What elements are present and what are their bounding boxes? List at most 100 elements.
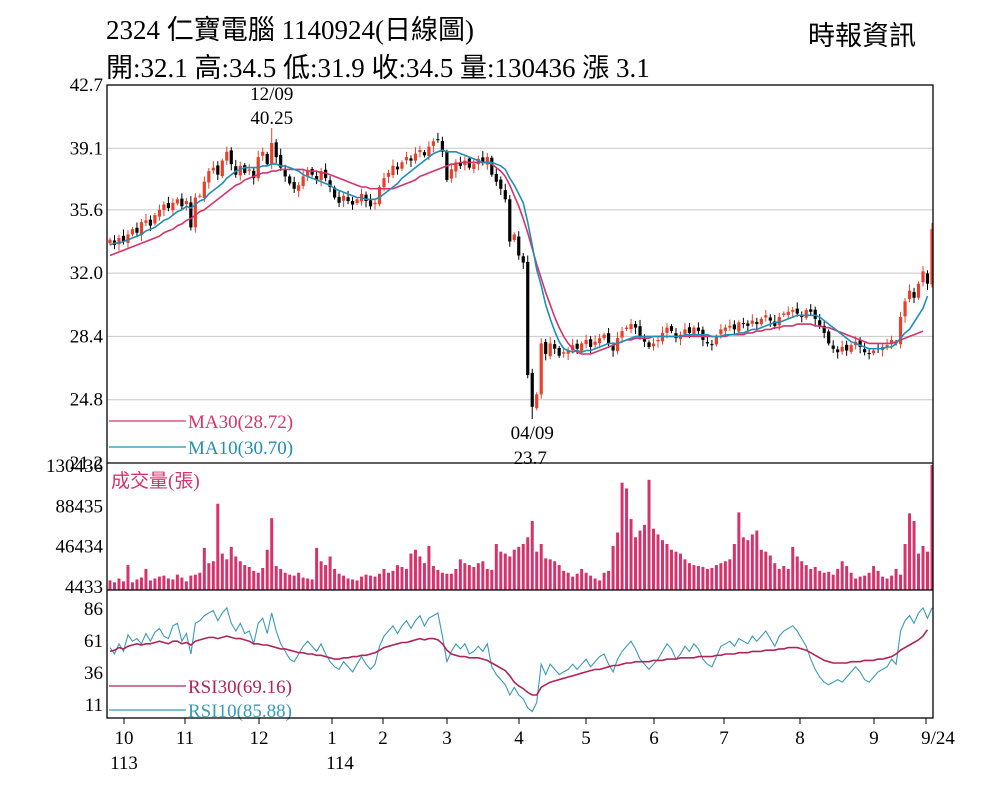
volume-bar [395, 565, 399, 590]
rsi-tick-label: 61 [84, 631, 103, 652]
candle-body [319, 171, 323, 180]
volume-bar [378, 573, 382, 590]
month-tick-label: 8 [795, 728, 805, 749]
candle-body [575, 343, 579, 349]
candle-body [198, 195, 202, 197]
candle-body [346, 197, 350, 202]
candle-body [476, 158, 480, 165]
volume-bar [719, 563, 723, 590]
volume-bar [548, 559, 552, 590]
candle-body [332, 187, 337, 198]
candle-body [279, 154, 283, 168]
volume-bar [112, 582, 116, 590]
price-tick-label: 39.1 [70, 138, 103, 159]
volume-bar [656, 534, 660, 590]
volume-bar [678, 553, 682, 590]
month-tick-label: 2 [378, 728, 388, 749]
volume-bar [598, 580, 602, 590]
rsi10-line [109, 606, 933, 713]
candle-body [503, 190, 507, 200]
candle-body [454, 162, 458, 172]
volume-bar [553, 561, 557, 590]
rsi-panel [109, 606, 933, 713]
volume-bar [791, 546, 795, 590]
volume-bar [351, 579, 355, 590]
volume-bar [373, 576, 377, 590]
volume-bar [382, 568, 386, 590]
volume-bar [845, 566, 849, 590]
volume-bar [822, 572, 826, 590]
candle-body [921, 271, 925, 283]
month-tick-label: 12 [250, 728, 269, 749]
volume-bar [894, 568, 898, 590]
price-tick-label: 28.4 [70, 326, 104, 347]
volume-bar [306, 578, 310, 590]
volume-bar [130, 582, 134, 590]
volume-bar [144, 568, 148, 590]
volume-bar [759, 549, 763, 590]
candle-body [481, 157, 485, 163]
volume-bar [755, 530, 759, 590]
volume-bar [467, 565, 471, 590]
year-tick-label: 113 [110, 753, 138, 774]
candle-body [557, 348, 561, 356]
volume-bar [431, 566, 435, 590]
candle-body [517, 236, 521, 256]
candle-body [315, 176, 319, 180]
candle-body [858, 340, 862, 347]
volume-bar [458, 559, 462, 590]
candle-body [202, 181, 206, 198]
candle-body [705, 342, 710, 344]
candle-body [822, 325, 826, 333]
volume-bar [750, 534, 754, 590]
candle-body [737, 322, 741, 332]
volume-bar [535, 551, 539, 590]
volume-bar [899, 574, 903, 590]
candle-body [741, 323, 745, 325]
volume-bar [777, 568, 781, 590]
outer-frame [106, 84, 934, 719]
volume-bar [472, 567, 476, 590]
volume-panel [108, 465, 934, 590]
volume-bar [696, 566, 700, 590]
volume-bar [490, 569, 494, 590]
candle-body [863, 349, 867, 353]
candle-body [521, 256, 525, 263]
volume-bar [391, 570, 395, 590]
volume-bar [849, 572, 853, 590]
candle-body [148, 219, 153, 226]
price-tick-label: 42.7 [70, 75, 103, 96]
month-tick-label: 10 [115, 728, 134, 749]
candle-body [615, 338, 620, 352]
volume-bar [692, 565, 696, 590]
candle-body [714, 336, 718, 345]
volume-bar [225, 559, 229, 590]
volume-bar [827, 571, 831, 590]
year-tick-label: 114 [326, 753, 354, 774]
candle-body [301, 176, 305, 186]
volume-bar [714, 565, 718, 590]
candle-body [651, 343, 656, 347]
volume-bar [539, 544, 543, 590]
volume-bar [404, 568, 408, 590]
volume-bar [440, 572, 444, 590]
volume-bar [126, 565, 130, 590]
candle-body [683, 329, 687, 334]
candle-body [130, 229, 135, 235]
candle-body [391, 165, 395, 176]
candle-body [180, 198, 184, 207]
volume-bar [674, 551, 678, 590]
candle-body [755, 321, 759, 325]
month-tick-label: 3 [442, 728, 452, 749]
candle-body [925, 273, 930, 284]
candle-body [669, 326, 674, 332]
candle-body [750, 320, 754, 324]
candle-body [916, 283, 921, 298]
candle-body [373, 202, 377, 205]
candle-body [687, 327, 692, 333]
candle-body [184, 201, 188, 205]
candle-body [386, 172, 391, 177]
volume-bar [764, 551, 768, 590]
candle-body [144, 220, 148, 223]
rsi-tick-label: 86 [84, 599, 103, 620]
